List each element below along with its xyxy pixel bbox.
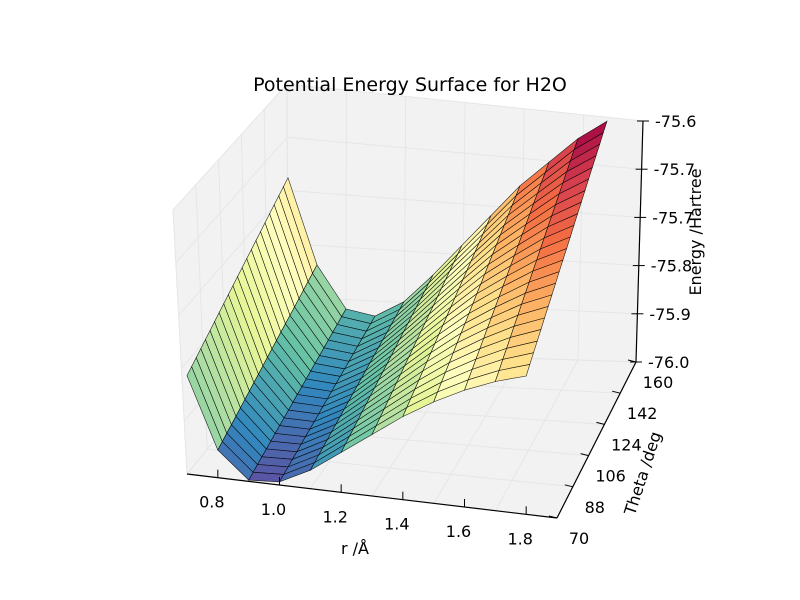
y-tick-label: 124: [611, 435, 642, 454]
y-tick-mark: [612, 390, 621, 394]
z-tick-label: -75.7: [654, 160, 695, 179]
floor-grid-line: [494, 359, 579, 511]
energy-surface: [186, 120, 608, 483]
y-tick-mark: [596, 421, 605, 425]
y-tick-label: 88: [585, 498, 605, 517]
y-tick-mark: [564, 484, 573, 488]
surface-patch: [494, 364, 531, 382]
y-axis-line: [556, 361, 637, 519]
side-grid-line: [172, 209, 188, 475]
y-tick-label: 106: [595, 467, 626, 486]
chart-title: Potential Energy Surface for H2O: [253, 74, 567, 96]
x-tick-label: 1.2: [322, 507, 347, 526]
axes-gridlines: [172, 83, 644, 519]
x-axis-label: r /Å: [341, 539, 369, 558]
z-tick-label: -75.9: [649, 305, 690, 324]
y-tick-mark: [580, 453, 589, 457]
x-tick-label: 1.0: [261, 500, 286, 519]
back-pane: [287, 84, 643, 362]
surface-patch: [248, 471, 285, 483]
y-tick-label: 160: [643, 373, 674, 392]
side-grid-line: [172, 83, 288, 211]
y-tick-label: 70: [569, 529, 589, 548]
x-tick-label: 1.8: [507, 529, 532, 548]
z-tick-label: -75.6: [655, 112, 696, 131]
z-axis-line: [635, 120, 644, 363]
side-grid-line: [175, 136, 288, 264]
back-grid-line: [287, 189, 641, 218]
floor-grid-line: [433, 357, 521, 504]
x-tick-label: 0.8: [199, 493, 224, 512]
z-tick-label: -76.0: [648, 353, 689, 372]
z-axis-label: Energy /Hartree: [686, 168, 705, 295]
axes-lines: [186, 120, 644, 519]
y-tick-mark: [548, 515, 558, 519]
z-tick-label: -75.8: [651, 257, 692, 276]
x-tick-label: 1.6: [446, 522, 471, 541]
back-grid-line: [286, 83, 644, 122]
axes-ticks: 0.8 1.0 1.2 1.4 1.6 1.8 70 88 106 124 142 160-76.0 -…: [199, 112, 696, 548]
side-grid-line: [178, 190, 288, 316]
x-tick-label: 1.4: [384, 515, 409, 534]
y-tick-label: 142: [627, 404, 658, 423]
x-axis-line: [186, 473, 558, 519]
z-tick-label: -75.7: [652, 208, 693, 227]
